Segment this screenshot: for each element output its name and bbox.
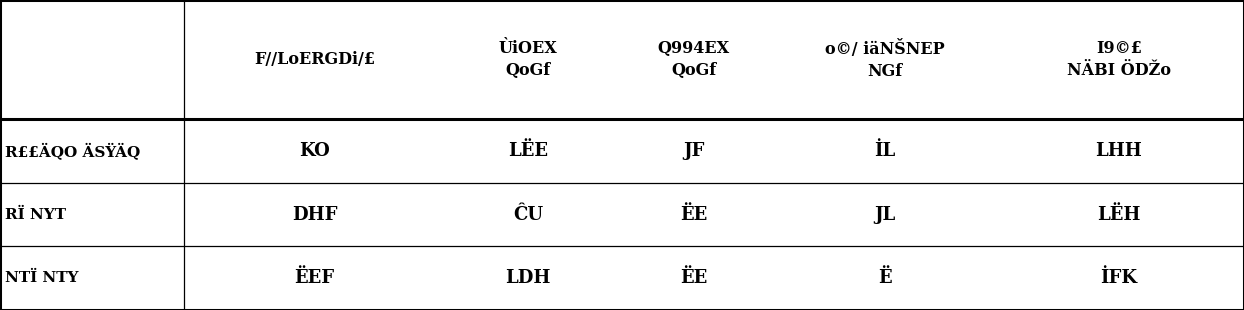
Text: Ë: Ë [878, 269, 892, 287]
Text: Q994EX
QoGf: Q994EX QoGf [657, 40, 730, 79]
Text: R££ÄQO ÄSŸÄQ: R££ÄQO ÄSŸÄQ [5, 143, 141, 160]
Text: LHH: LHH [1096, 142, 1142, 160]
Text: ËEF: ËEF [295, 269, 335, 287]
Text: İFK: İFK [1101, 269, 1137, 287]
Text: RÏ NYT: RÏ NYT [5, 208, 66, 222]
Text: ËE: ËE [680, 206, 707, 224]
Text: LËE: LËE [508, 142, 549, 160]
Text: ĈU: ĈU [513, 206, 544, 224]
Text: ÙiOEX
QoGf: ÙiOEX QoGf [499, 40, 557, 79]
Text: JF: JF [683, 142, 704, 160]
Text: I9©£
NÄBI ÖDŽo: I9©£ NÄBI ÖDŽo [1067, 40, 1171, 79]
Text: LËH: LËH [1097, 206, 1141, 224]
Text: LDH: LDH [505, 269, 551, 287]
Text: F//LoERGDi/£: F//LoERGDi/£ [254, 51, 376, 68]
Text: o©/ iäNŠNEP
NGf: o©/ iäNŠNEP NGf [825, 40, 945, 80]
Text: KO: KO [300, 142, 330, 160]
Text: JL: JL [875, 206, 896, 224]
Text: ËE: ËE [680, 269, 707, 287]
Text: DHF: DHF [292, 206, 337, 224]
Text: NTÏ NTY: NTÏ NTY [5, 271, 78, 285]
Text: İL: İL [875, 142, 896, 160]
